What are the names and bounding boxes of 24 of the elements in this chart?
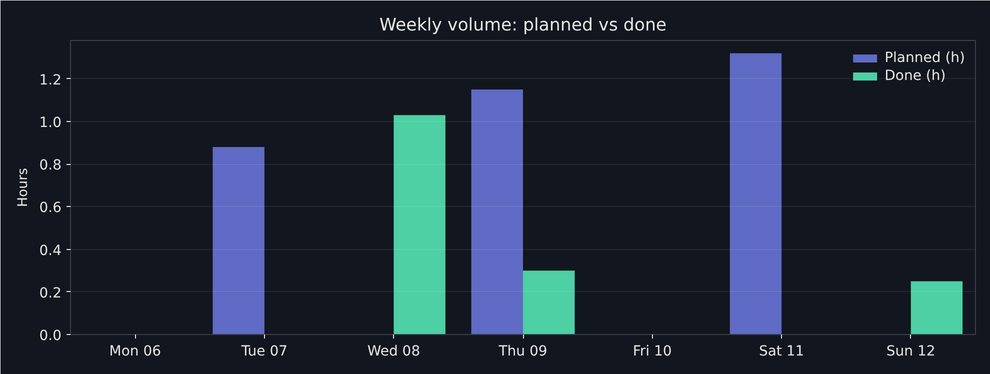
bar [471, 90, 523, 334]
legend-label: Planned (h) [884, 50, 965, 66]
bar [730, 53, 782, 334]
y-axis-title: Hours [16, 168, 32, 208]
y-tick-label: 0.6 [39, 200, 62, 216]
y-tick-label: 0.8 [39, 158, 62, 174]
x-tick-label: Sat 11 [758, 344, 804, 360]
y-tick-label: 1.2 [39, 72, 62, 88]
legend-label: Done (h) [884, 68, 946, 84]
bar [910, 281, 963, 334]
y-tick-label: 0.4 [39, 242, 62, 259]
x-tick-label: Fri 10 [632, 344, 672, 360]
chart-title: Weekly volume: planned vs done [379, 16, 667, 36]
x-tick-label: Wed 08 [367, 344, 420, 360]
bar [212, 147, 264, 334]
x-tick-label: Thu 09 [498, 344, 548, 360]
bar [394, 115, 446, 334]
x-tick-label: Tue 07 [240, 344, 288, 360]
y-tick-label: 0.0 [39, 328, 62, 344]
x-tick-label: Sun 12 [886, 344, 936, 360]
y-tick-label: 1.0 [39, 114, 62, 131]
bar [523, 270, 575, 334]
x-tick-label: Mon 06 [109, 344, 162, 360]
y-tick-label: 0.2 [39, 285, 62, 302]
